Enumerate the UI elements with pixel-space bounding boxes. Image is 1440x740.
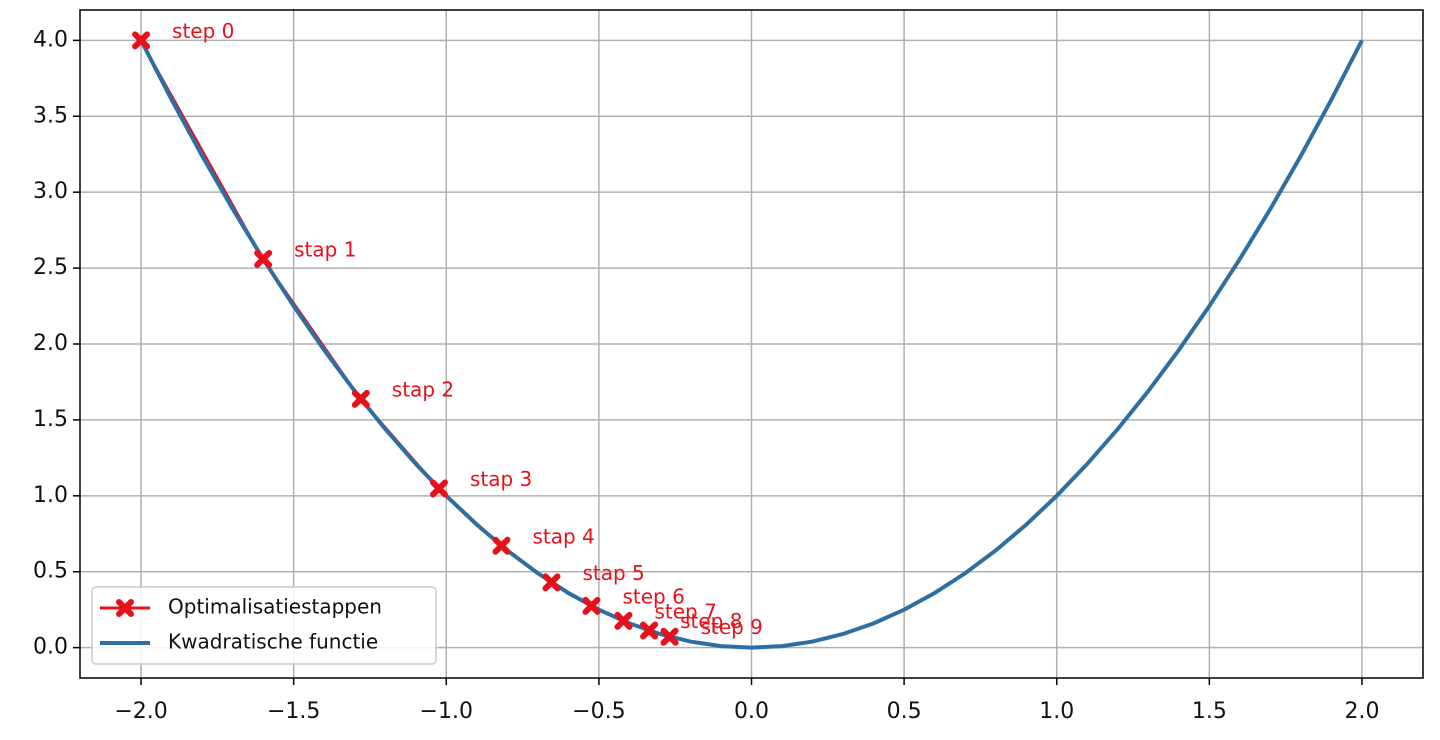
y-tick-label: 3.0 — [33, 179, 68, 204]
y-tick-label: 4.0 — [33, 27, 68, 52]
y-tick-label: 2.0 — [33, 331, 68, 356]
marker — [660, 627, 679, 646]
y-tick-label: 0.0 — [33, 635, 68, 660]
x-tick-label: 2.0 — [1344, 699, 1379, 724]
y-tick-label: 2.5 — [33, 255, 68, 280]
marker — [254, 249, 273, 268]
marker — [132, 31, 151, 50]
marker — [614, 611, 633, 630]
y-tick-label: 1.5 — [33, 407, 68, 432]
annotation: step 0 — [172, 19, 234, 43]
annotation: step 6 — [622, 584, 684, 608]
legend-box — [91, 586, 437, 665]
x-tick-label: 1.0 — [1039, 699, 1074, 724]
annotation: stap 3 — [470, 467, 532, 491]
y-tick-label: 3.5 — [33, 103, 68, 128]
x-tick-label: 0.0 — [734, 699, 769, 724]
legend-label: Optimalisatiestappen — [168, 595, 382, 619]
x-tick-label: 1.5 — [1192, 699, 1227, 724]
legend-label: Kwadratische functie — [168, 630, 378, 654]
annotation: stap 2 — [392, 377, 454, 401]
y-tick-label: 0.5 — [33, 559, 68, 584]
legend: Optimalisatiestappen Kwadratische functie — [91, 586, 437, 665]
annotation: stap 5 — [582, 561, 644, 585]
x-tick-label: 0.5 — [887, 699, 922, 724]
marker — [542, 573, 561, 592]
marker — [351, 389, 370, 408]
x-tick-label: −1.0 — [420, 699, 473, 724]
marker — [429, 479, 448, 498]
marker — [492, 536, 511, 555]
annotation: step 9 — [701, 615, 763, 639]
series-line — [139, 39, 1364, 650]
annotation: stap 1 — [294, 237, 356, 261]
plot-frame — [79, 9, 1424, 679]
marker — [582, 596, 601, 615]
annotation: stap 4 — [532, 524, 594, 548]
legend-marker — [116, 599, 134, 617]
x-tick-label: −2.0 — [114, 699, 167, 724]
marker — [640, 621, 659, 640]
y-tick-label: 1.0 — [33, 483, 68, 508]
x-tick-label: −1.5 — [267, 699, 320, 724]
x-tick-label: −0.5 — [572, 699, 625, 724]
annotation: step 8 — [680, 609, 742, 633]
annotation: step 7 — [654, 599, 716, 623]
